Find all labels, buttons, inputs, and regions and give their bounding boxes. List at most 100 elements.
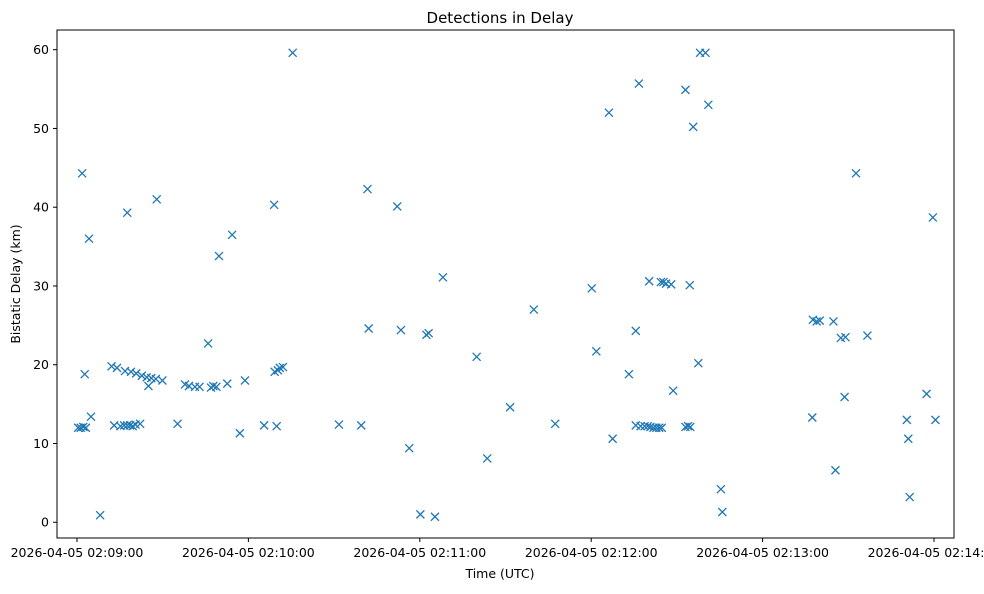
data-point-x-marker [902,415,912,425]
data-point-x-marker [644,276,654,286]
data-point-x-marker [211,382,221,392]
data-point-x-marker [208,381,218,391]
data-point-x-marker [903,434,913,444]
data-point-x-marker [701,48,710,58]
data-point-x-marker [693,358,703,368]
data-point-x-marker [415,509,425,519]
data-point-x-marker [438,272,448,282]
data-point-x-marker [657,423,667,433]
data-point-x-marker [685,280,695,290]
data-point-x-marker [396,325,406,335]
data-point-x-marker [550,419,560,429]
data-point-x-marker [840,332,850,342]
y-axis-label: Bistatic Delay (km) [8,224,23,343]
y-tick-label: 30 [33,278,49,293]
data-point-x-marker [654,423,664,433]
data-point-x-marker [84,234,94,244]
data-point-x-marker [812,316,822,326]
data-point-x-marker [112,363,122,373]
data-point-x-marker [631,326,641,336]
y-tick-label: 10 [33,436,49,451]
data-point-x-marker [529,305,539,315]
x-tick-label: 2026-04-05 02:14:00 [868,545,984,560]
data-point-x-marker [404,443,414,453]
plot-frame [56,29,955,539]
data-point-x-marker [683,421,693,431]
data-point-x-marker [587,283,597,293]
data-point-x-marker [137,371,147,381]
data-point-x-marker [195,382,205,392]
data-point-x-marker [80,369,90,379]
data-point-x-marker [143,381,153,391]
data-point-x-marker [424,328,434,338]
y-tick-label: 40 [33,200,49,215]
data-point-x-marker [634,79,644,89]
data-point-x-marker [364,324,374,333]
data-point-x-marker [278,362,288,372]
x-axis-label: Time (UTC) [464,566,534,581]
x-tick-label: 2026-04-05 02:10:00 [182,545,315,560]
data-point-x-marker [126,367,136,377]
data-point-x-marker [131,368,141,378]
data-point-x-marker [930,415,940,425]
data-point-x-marker [830,465,840,475]
data-point-x-marker [591,346,601,356]
data-point-x-marker [227,230,237,240]
data-point-x-marker [905,492,915,502]
data-point-x-marker [688,122,698,132]
data-point-x-marker [152,194,162,204]
y-tick-label: 20 [33,357,49,372]
data-point-x-marker [828,316,838,326]
data-point-x-marker [107,361,117,371]
data-point-x-marker [275,363,285,373]
data-point-x-marker [666,279,676,289]
data-point-x-marker [235,428,245,438]
data-point-x-marker [668,386,678,396]
data-point-x-marker [334,420,344,430]
data-point-x-marker [482,453,492,463]
data-point-x-marker [78,422,88,432]
data-point-x-marker [604,108,614,118]
data-point-x-marker [840,392,850,402]
data-point-x-marker [203,339,213,348]
data-point-x-marker [472,352,482,362]
data-point-x-marker [608,434,618,444]
data-point-x-marker [240,376,250,385]
data-point-x-marker [363,184,372,194]
data-point-x-marker [151,374,161,384]
x-tick-label: 2026-04-05 02:13:00 [696,545,829,560]
data-point-x-marker [807,413,817,422]
data-point-x-marker [430,512,440,522]
data-point-x-marker [643,421,653,431]
data-points [73,48,940,522]
data-point-x-marker [157,376,167,385]
y-tick-label: 60 [33,42,49,57]
data-point-x-marker [77,168,87,178]
x-tick-label: 2026-04-05 02:11:00 [353,545,486,560]
data-point-x-marker [717,507,727,517]
data-point-x-marker [190,382,200,392]
data-point-x-marker [815,316,825,326]
data-point-x-marker [356,420,366,430]
data-point-x-marker [288,48,298,58]
plot-area [56,29,955,539]
data-point-x-marker [173,419,183,429]
data-point-x-marker [681,85,690,95]
data-point-x-marker [505,402,515,412]
data-point-x-marker [685,422,695,432]
data-point-x-marker [636,421,646,431]
data-point-x-marker [703,100,713,110]
y-tick-label: 0 [41,515,49,530]
y-axis-ticks: 0 10 20 30 40 50 60 [33,42,57,530]
data-point-x-marker [716,484,726,494]
x-axis-ticks: 2026-04-05 02:09:00 2026-04-05 02:10:00 20… [11,538,984,560]
data-point-x-marker [851,168,861,178]
data-point-x-marker [95,510,105,520]
data-point-x-marker [222,379,232,389]
data-point-x-marker [862,331,872,341]
data-point-x-marker [135,419,145,429]
data-point-x-marker [269,200,279,210]
data-point-x-marker [659,277,668,287]
data-point-x-marker [624,369,634,379]
